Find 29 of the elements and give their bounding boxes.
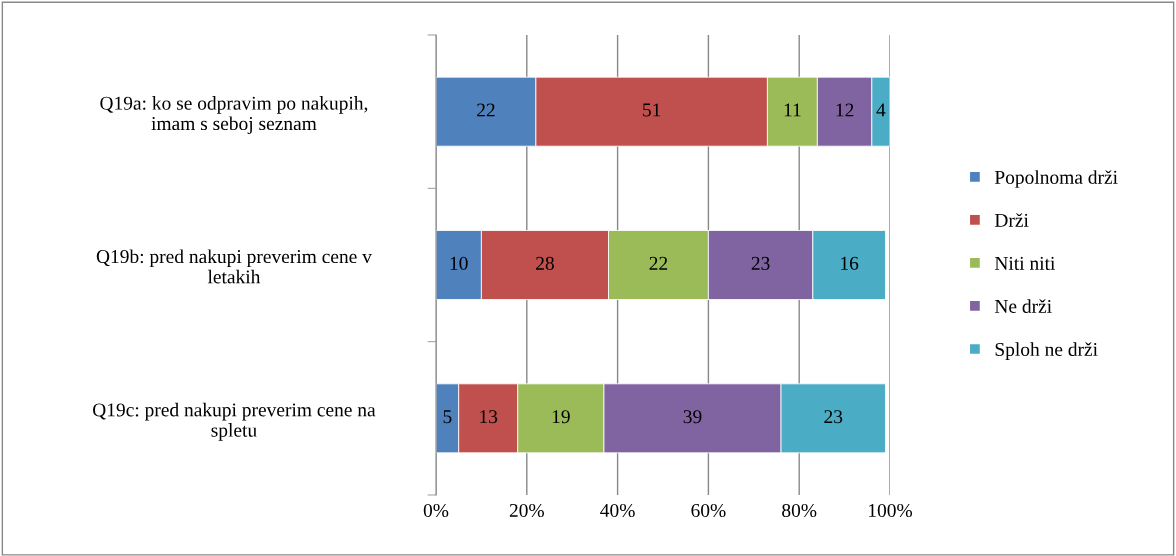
data-label: 19 [552, 410, 570, 424]
data-label: 22 [649, 256, 668, 270]
x-tick-label: 0% [423, 503, 449, 518]
data-label: 22 [477, 103, 495, 117]
legend-label: Niti niti [994, 256, 1056, 270]
data-label: 11 [784, 103, 801, 117]
data-label: 23 [824, 410, 843, 424]
legend-label: Sploh ne drži [995, 342, 1098, 360]
legend-label: Popolnoma drži [994, 170, 1118, 188]
data-label: 13 [480, 410, 498, 424]
y-tick-label: Q19b: pred nakupi preverim cene v letakih [96, 249, 372, 284]
x-tick-label: 20% [509, 503, 544, 518]
data-label: 28 [536, 256, 554, 270]
legend-label: Drži [994, 213, 1029, 227]
data-label: 51 [643, 103, 661, 117]
x-tick-label: 80% [782, 503, 817, 518]
data-label: 39 [683, 410, 702, 424]
y-tick-label: Q19a: ko se odpravim po nakupih, imam s seboj seznam [100, 96, 368, 135]
legend-label: Ne drži [994, 299, 1052, 313]
data-label: 10 [450, 256, 468, 270]
y-tick-label: Q19c: pred nakupi preverim cene na spletu [93, 402, 376, 441]
data-label: 16 [841, 256, 859, 270]
x-tick-label: 100% [869, 503, 913, 518]
data-label: 5 [443, 410, 452, 424]
x-tick-label: 60% [691, 503, 726, 518]
x-tick-label: 40% [600, 503, 635, 518]
data-label: 4 [876, 103, 886, 117]
data-label: 12 [836, 103, 854, 117]
data-label: 23 [751, 256, 770, 270]
